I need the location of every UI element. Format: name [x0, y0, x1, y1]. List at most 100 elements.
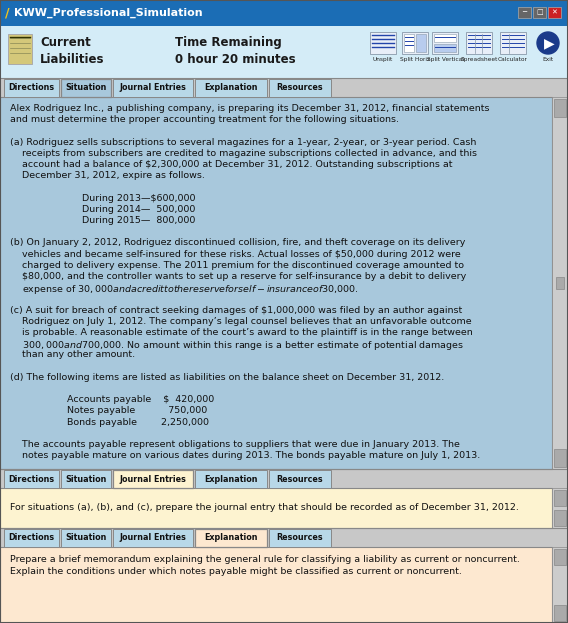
Text: notes payable mature on various dates during 2013. The bonds payable mature on J: notes payable mature on various dates du… [10, 451, 481, 460]
Text: Situation: Situation [65, 83, 107, 92]
Text: Resources: Resources [277, 83, 323, 92]
Text: Directions: Directions [9, 83, 55, 92]
Bar [554, 549, 566, 565]
Text: ─: ─ [523, 9, 527, 16]
Text: Unsplit: Unsplit [373, 57, 393, 62]
Text: Situation: Situation [65, 533, 107, 543]
Text: than any other amount.: than any other amount. [10, 350, 135, 359]
Text: Split Horiz: Split Horiz [400, 57, 430, 62]
Text: During 2013—$600,000: During 2013—$600,000 [10, 194, 195, 202]
Bar [434, 34, 456, 42]
Text: charged to delivery expense. The 2011 premium for the discontinued coverage amou: charged to delivery expense. The 2011 pr… [10, 261, 464, 270]
Bar [556, 277, 564, 289]
Bar [61, 529, 111, 547]
Text: Prepare a brief memorandum explaining the general rule for classifying a liabili: Prepare a brief memorandum explaining th… [10, 555, 520, 564]
Text: Time Remaining
0 hour 20 minutes: Time Remaining 0 hour 20 minutes [175, 36, 295, 66]
Text: The accounts payable represent obligations to suppliers that were due in January: The accounts payable represent obligatio… [10, 440, 460, 449]
Text: Explanation: Explanation [204, 533, 258, 543]
Text: Accounts payable    $  420,000: Accounts payable $ 420,000 [10, 395, 214, 404]
Bar [113, 79, 193, 97]
Text: Resources: Resources [277, 475, 323, 483]
Bar [0, 0, 568, 26]
Text: Calculator: Calculator [498, 57, 528, 62]
Text: Explain the conditions under which notes payable might be classified as current : Explain the conditions under which notes… [10, 567, 462, 576]
Bar [269, 79, 331, 97]
Bar [500, 32, 526, 54]
Bar [554, 510, 566, 526]
Bar [113, 470, 193, 488]
Bar [61, 470, 111, 488]
Bar [554, 99, 566, 117]
Bar [552, 97, 568, 469]
Text: Alex Rodriguez Inc., a publishing company, is preparing its December 31, 2012, f: Alex Rodriguez Inc., a publishing compan… [10, 104, 490, 113]
Bar [0, 488, 552, 528]
Bar [533, 7, 546, 18]
Text: Bonds payable        2,250,000: Bonds payable 2,250,000 [10, 417, 209, 427]
Text: Resources: Resources [277, 533, 323, 543]
Text: □: □ [536, 9, 543, 16]
Text: (a) Rodriguez sells subscriptions to several magazines for a 1-year, 2-year, or : (a) Rodriguez sells subscriptions to sev… [10, 138, 477, 146]
Bar [434, 44, 456, 52]
Text: Split Vertical: Split Vertical [427, 57, 463, 62]
Bar [370, 32, 396, 54]
Text: During 2015—  800,000: During 2015— 800,000 [10, 216, 195, 225]
Bar [61, 79, 111, 97]
Text: /: / [5, 6, 10, 19]
Bar [466, 32, 492, 54]
Bar [552, 488, 568, 528]
Text: expense of $30,000 and a credit to the reserve for self-insurance of $30,000.: expense of $30,000 and a credit to the r… [10, 283, 359, 296]
Bar [552, 547, 568, 623]
Text: Situation: Situation [65, 475, 107, 483]
Text: December 31, 2012, expire as follows.: December 31, 2012, expire as follows. [10, 171, 205, 180]
Text: For situations (a), (b), and (c), prepare the journal entry that should be recor: For situations (a), (b), and (c), prepar… [10, 503, 519, 513]
Text: $300,000 and $700,000. No amount within this range is a better estimate of poten: $300,000 and $700,000. No amount within … [10, 339, 464, 352]
Text: During 2014—  500,000: During 2014— 500,000 [10, 205, 195, 214]
Text: Notes payable           750,000: Notes payable 750,000 [10, 406, 207, 416]
Bar [113, 529, 193, 547]
Bar [404, 34, 414, 52]
Text: Spreadsheet: Spreadsheet [460, 57, 498, 62]
Bar [269, 529, 331, 547]
Text: Journal Entries: Journal Entries [119, 83, 186, 92]
Text: Journal Entries: Journal Entries [119, 475, 186, 483]
Bar [4, 529, 59, 547]
Bar [195, 470, 267, 488]
Text: Explanation: Explanation [204, 83, 258, 92]
Bar [402, 32, 428, 54]
Text: Exit: Exit [542, 57, 554, 62]
Bar [554, 449, 566, 467]
Bar [554, 605, 566, 621]
Text: account had a balance of $2,300,000 at December 31, 2012. Outstanding subscripti: account had a balance of $2,300,000 at D… [10, 160, 453, 169]
Text: vehicles and became self-insured for these risks. Actual losses of $50,000 durin: vehicles and became self-insured for the… [10, 250, 461, 259]
Text: (b) On January 2, 2012, Rodriguez discontinued collision, fire, and theft covera: (b) On January 2, 2012, Rodriguez discon… [10, 239, 465, 247]
Bar [195, 529, 267, 547]
Text: KWW_Professional_Simulation: KWW_Professional_Simulation [14, 8, 203, 18]
Text: Directions: Directions [9, 533, 55, 543]
Text: Explanation: Explanation [204, 475, 258, 483]
Bar [4, 79, 59, 97]
Bar [518, 7, 531, 18]
Bar [548, 7, 561, 18]
Text: (d) The following items are listed as liabilities on the balance sheet on Decemb: (d) The following items are listed as li… [10, 373, 444, 382]
Bar [432, 32, 458, 54]
Text: Journal Entries: Journal Entries [119, 533, 186, 543]
Bar [554, 490, 566, 506]
Bar [0, 547, 552, 623]
Bar [0, 26, 568, 78]
Text: $80,000, and the controller wants to set up a reserve for self-insurance by a de: $80,000, and the controller wants to set… [10, 272, 466, 281]
Bar [269, 470, 331, 488]
Bar [4, 470, 59, 488]
Text: and must determine the proper accounting treatment for the following situations.: and must determine the proper accounting… [10, 115, 399, 124]
Bar [8, 34, 32, 64]
Text: receipts from subscribers are credited to magazine subscriptions collected in ad: receipts from subscribers are credited t… [10, 149, 477, 158]
Text: Rodriguez on July 1, 2012. The company’s legal counsel believes that an unfavora: Rodriguez on July 1, 2012. The company’s… [10, 317, 471, 326]
Bar [0, 97, 552, 469]
Text: (c) A suit for breach of contract seeking damages of $1,000,000 was filed by an : (c) A suit for breach of contract seekin… [10, 306, 462, 315]
Bar [416, 34, 426, 52]
Text: Directions: Directions [9, 475, 55, 483]
Text: is probable. A reasonable estimate of the court’s award to the plaintiff is in t: is probable. A reasonable estimate of th… [10, 328, 473, 337]
Circle shape [537, 32, 559, 54]
Bar [195, 79, 267, 97]
Text: ▶: ▶ [544, 36, 554, 50]
Text: Current
Liabilities: Current Liabilities [40, 36, 105, 66]
